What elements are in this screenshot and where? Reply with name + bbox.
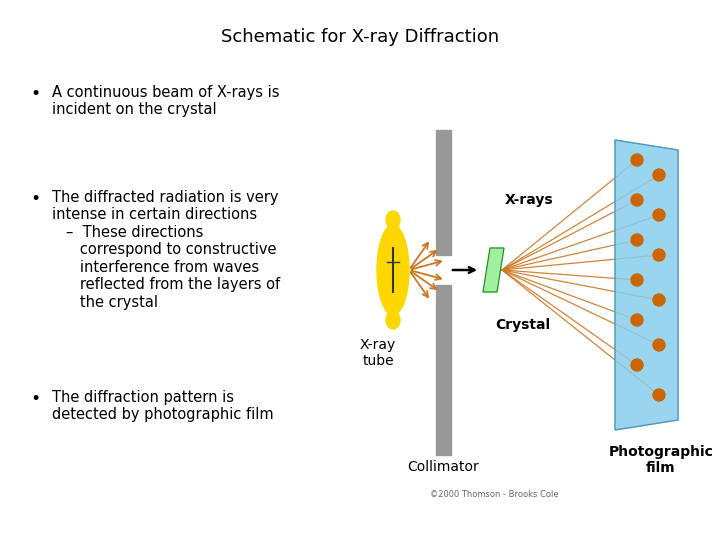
Ellipse shape bbox=[653, 294, 665, 306]
Text: The diffraction pattern is
detected by photographic film: The diffraction pattern is detected by p… bbox=[52, 390, 274, 422]
Ellipse shape bbox=[653, 209, 665, 221]
Text: The diffracted radiation is very
intense in certain directions: The diffracted radiation is very intense… bbox=[52, 190, 279, 222]
Ellipse shape bbox=[653, 249, 665, 261]
Ellipse shape bbox=[386, 311, 400, 329]
Text: –  These directions
   correspond to constructive
   interference from waves
   : – These directions correspond to constru… bbox=[66, 225, 280, 309]
Ellipse shape bbox=[631, 274, 643, 286]
Text: X-rays: X-rays bbox=[505, 193, 554, 207]
Text: Schematic for X-ray Diffraction: Schematic for X-ray Diffraction bbox=[221, 28, 499, 46]
Text: •: • bbox=[30, 390, 40, 408]
Ellipse shape bbox=[631, 154, 643, 166]
Ellipse shape bbox=[653, 339, 665, 351]
Bar bbox=[436, 130, 451, 255]
Ellipse shape bbox=[377, 225, 409, 315]
Text: A continuous beam of X-rays is
incident on the crystal: A continuous beam of X-rays is incident … bbox=[52, 85, 279, 117]
Ellipse shape bbox=[386, 211, 400, 229]
Text: ©2000 Thomson - Brooks Cole: ©2000 Thomson - Brooks Cole bbox=[430, 490, 559, 499]
Ellipse shape bbox=[631, 194, 643, 206]
Ellipse shape bbox=[631, 314, 643, 326]
Text: X-ray
tube: X-ray tube bbox=[360, 338, 396, 368]
Bar bbox=[436, 285, 451, 455]
Text: •: • bbox=[30, 85, 40, 103]
Polygon shape bbox=[615, 140, 678, 430]
Ellipse shape bbox=[631, 359, 643, 371]
Ellipse shape bbox=[631, 234, 643, 246]
Text: •: • bbox=[30, 190, 40, 208]
Ellipse shape bbox=[653, 389, 665, 401]
Polygon shape bbox=[483, 248, 504, 292]
Text: Crystal: Crystal bbox=[495, 318, 550, 332]
Text: Photographic
film: Photographic film bbox=[608, 445, 714, 475]
Ellipse shape bbox=[653, 169, 665, 181]
Text: Collimator: Collimator bbox=[407, 460, 479, 474]
